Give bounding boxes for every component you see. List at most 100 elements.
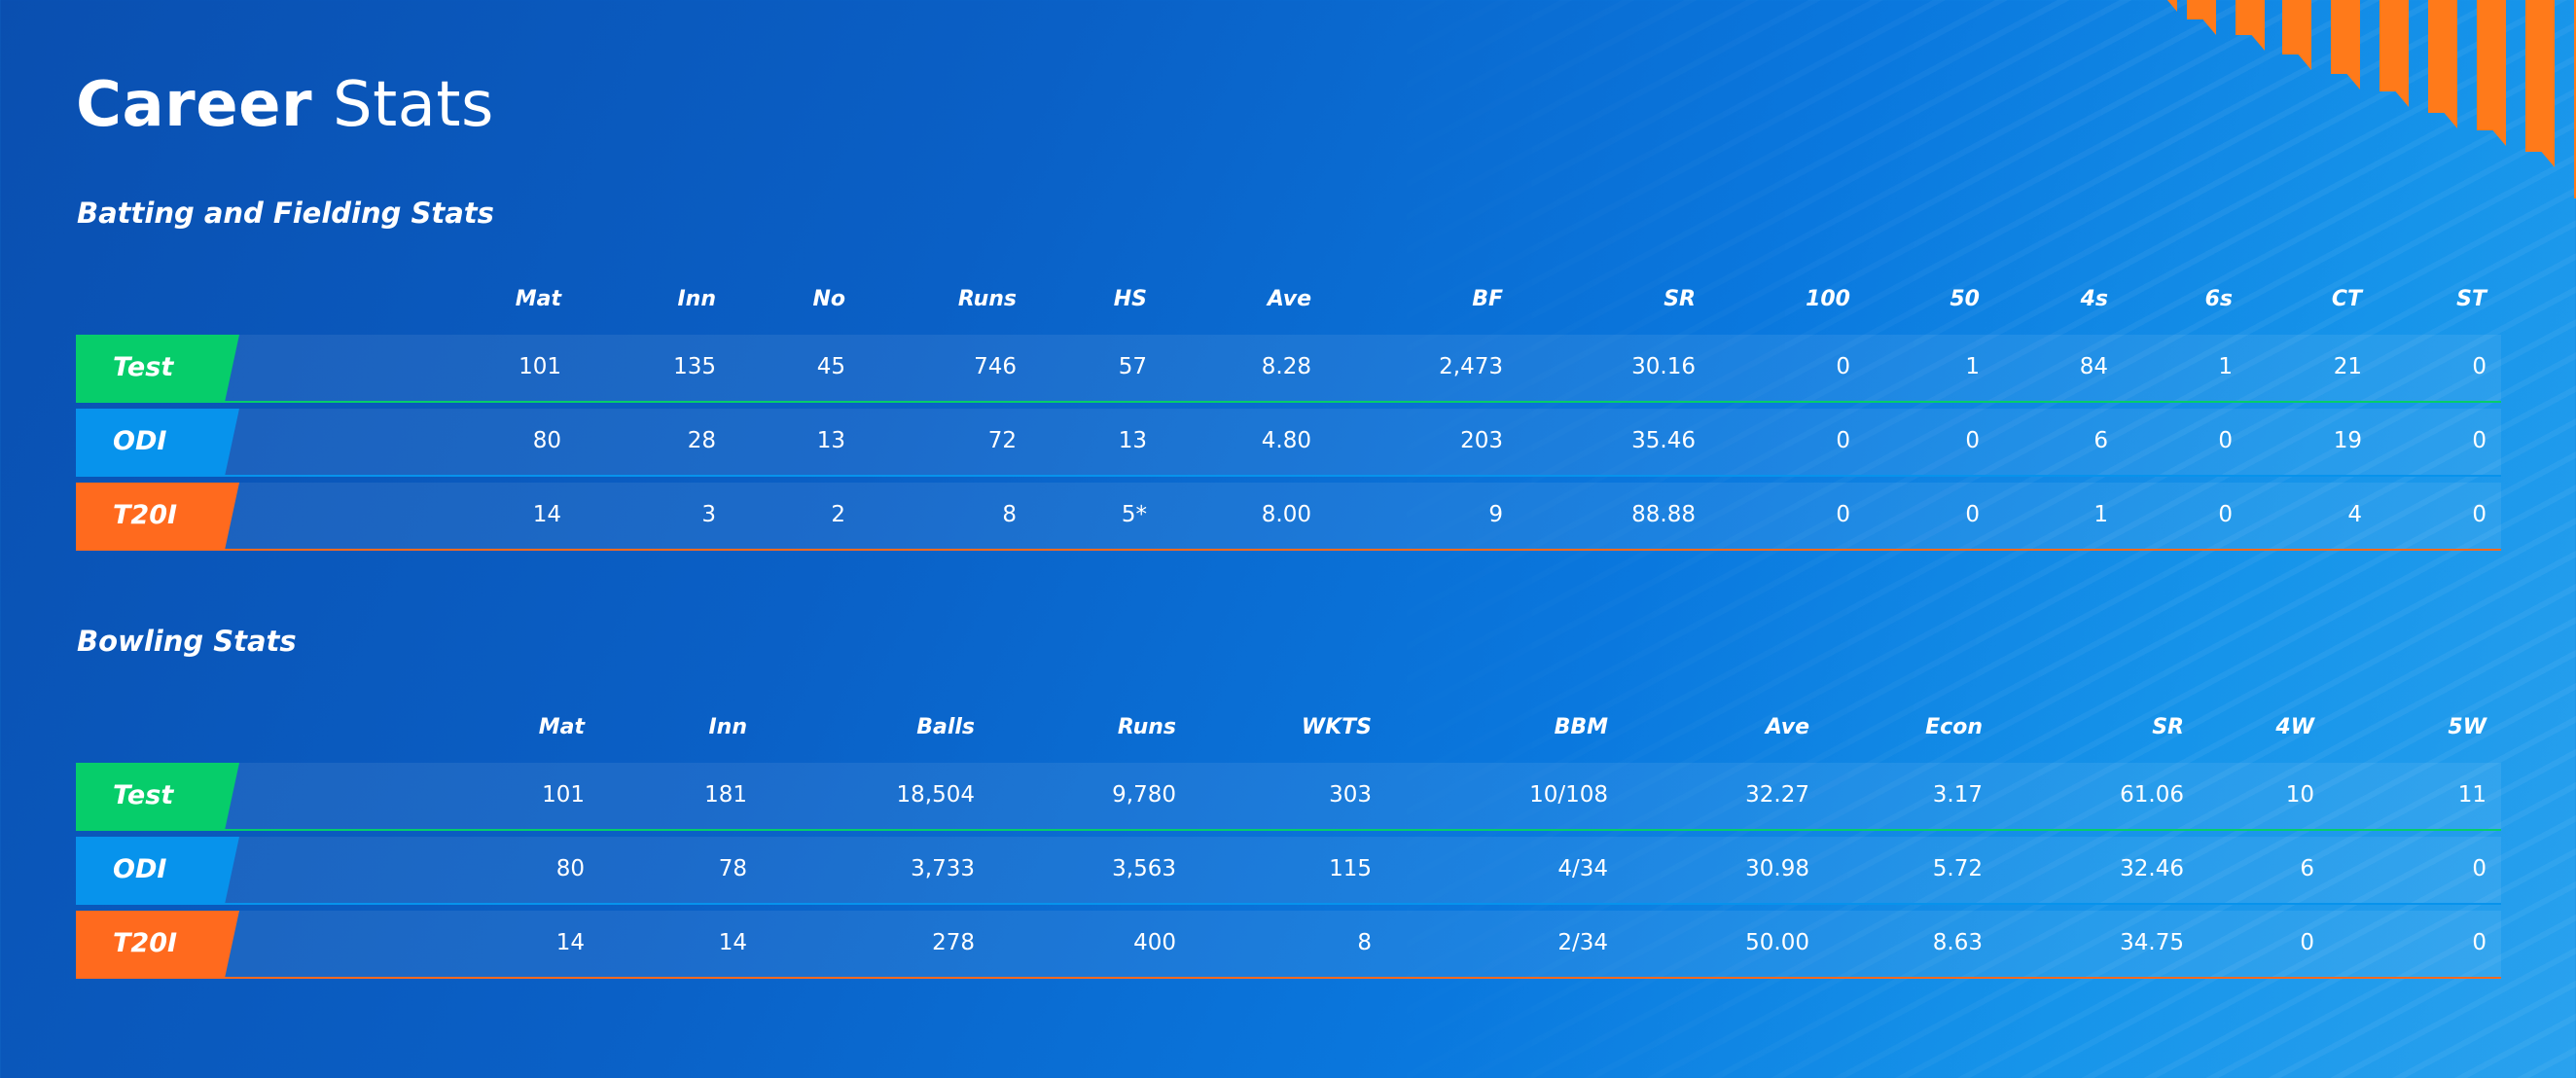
- decorative-bar: [2236, 0, 2265, 51]
- column-header: SR: [1664, 287, 1696, 311]
- page-title: Career Stats: [76, 69, 494, 141]
- row-divider: [76, 401, 2501, 403]
- table-cell: 50.00: [1745, 930, 1809, 955]
- format-label: ODI: [113, 426, 167, 456]
- column-header: Inn: [708, 715, 747, 739]
- table-cell: 3: [701, 502, 716, 527]
- table-cell: 45: [816, 354, 845, 379]
- table-cell: 72: [987, 428, 1017, 453]
- table-cell: 13: [1118, 428, 1147, 453]
- table-cell: 80: [555, 856, 585, 881]
- row-divider: [76, 977, 2501, 979]
- table-cell: 2/34: [1557, 930, 1608, 955]
- table-cell: 4: [2347, 502, 2362, 527]
- table-cell: 278: [932, 930, 975, 955]
- table-cell: 101: [542, 782, 585, 808]
- column-header: 50: [1950, 287, 1980, 311]
- column-header: Inn: [677, 287, 716, 311]
- table-cell: 61.06: [2120, 782, 2184, 808]
- table-cell: 4/34: [1557, 856, 1608, 881]
- column-header: Runs: [1117, 715, 1176, 739]
- table-cell: 30.16: [1631, 354, 1696, 379]
- table-cell: 28: [687, 428, 716, 453]
- column-header: BF: [1472, 287, 1503, 311]
- table-cell: 6: [2300, 856, 2314, 881]
- column-header: SR: [2152, 715, 2184, 739]
- decorative-bar: [2428, 0, 2457, 128]
- table-cell: 1: [2218, 354, 2233, 379]
- table-cell: 8.28: [1261, 354, 1311, 379]
- table-cell: 0: [2218, 428, 2233, 453]
- batting-section-title: Batting and Fielding Stats: [77, 197, 494, 230]
- table-cell: 18,504: [896, 782, 975, 808]
- table-cell: 10/108: [1529, 782, 1608, 808]
- table-cell: 8: [1357, 930, 1372, 955]
- column-header: 100: [1806, 287, 1850, 311]
- format-badge: ODI: [76, 409, 239, 477]
- column-header: Econ: [1925, 715, 1983, 739]
- table-cell: 8.00: [1261, 502, 1311, 527]
- row-divider: [76, 829, 2501, 831]
- format-label: ODI: [113, 854, 167, 884]
- column-header: 4s: [2080, 287, 2108, 311]
- table-cell: 1: [1965, 354, 1980, 379]
- table-cell: 5.72: [1932, 856, 1983, 881]
- row-divider: [76, 549, 2501, 551]
- table-cell: 0: [2472, 428, 2487, 453]
- table-cell: 88.88: [1631, 502, 1696, 527]
- column-header: 4W: [2275, 715, 2314, 739]
- decorative-bar: [2574, 0, 2576, 214]
- table-cell: 32.27: [1745, 782, 1809, 808]
- table-row-test: Test 101 135 45 746 57 8.28 2,473 30.16 0 1 84 1 21 0: [76, 335, 2501, 403]
- table-cell: 6: [2093, 428, 2108, 453]
- table-cell: 135: [673, 354, 716, 379]
- table-cell: 3.17: [1932, 782, 1983, 808]
- decorative-bar: [2525, 0, 2555, 167]
- table-cell: 14: [532, 502, 561, 527]
- table-cell: 34.75: [2120, 930, 2184, 955]
- column-header: ST: [2456, 287, 2487, 311]
- column-header: Balls: [916, 715, 975, 739]
- decorative-bar: [2282, 0, 2311, 70]
- format-label: Test: [113, 780, 174, 810]
- format-label: Test: [113, 352, 174, 382]
- table-cell: 35.46: [1631, 428, 1696, 453]
- table-cell: 115: [1329, 856, 1372, 881]
- table-cell: 400: [1133, 930, 1176, 955]
- format-badge: Test: [76, 335, 239, 403]
- decorative-bar: [2187, 0, 2216, 35]
- table-cell: 303: [1329, 782, 1372, 808]
- format-badge: T20I: [76, 911, 239, 979]
- decorative-bars: [2119, 0, 2576, 234]
- table-cell: 14: [555, 930, 585, 955]
- table-cell: 8.63: [1932, 930, 1983, 955]
- table-cell: 0: [2472, 354, 2487, 379]
- column-header: 6s: [2204, 287, 2233, 311]
- table-cell: 0: [2300, 930, 2314, 955]
- table-cell: 9,780: [1112, 782, 1176, 808]
- format-badge: ODI: [76, 837, 239, 905]
- table-cell: 13: [816, 428, 845, 453]
- table-row-odi: ODI 80 78 3,733 3,563 115 4/34 30.98 5.72 32.46 6 0: [76, 837, 2501, 905]
- table-cell: 8: [1002, 502, 1017, 527]
- table-cell: 30.98: [1745, 856, 1809, 881]
- column-header: BBM: [1554, 715, 1608, 739]
- table-cell: 0: [1965, 428, 1980, 453]
- table-cell: 0: [1836, 428, 1850, 453]
- column-header: WKTS: [1301, 715, 1372, 739]
- column-header: No: [812, 287, 845, 311]
- table-cell: 21: [2333, 354, 2362, 379]
- column-header: Mat: [538, 715, 585, 739]
- table-cell: 0: [2472, 502, 2487, 527]
- background-stripes: [1311, 0, 2576, 1078]
- table-cell: 80: [532, 428, 561, 453]
- table-cell: 3,563: [1112, 856, 1176, 881]
- table-cell: 0: [2472, 930, 2487, 955]
- table-cell: 57: [1118, 354, 1147, 379]
- column-header: CT: [2331, 287, 2362, 311]
- table-cell: 4.80: [1261, 428, 1311, 453]
- decorative-bar: [2331, 0, 2360, 90]
- table-cell: 32.46: [2120, 856, 2184, 881]
- column-header: 5W: [2448, 715, 2487, 739]
- table-row-test: Test 101 181 18,504 9,780 303 10/108 32.27 3.17 6…: [76, 763, 2501, 831]
